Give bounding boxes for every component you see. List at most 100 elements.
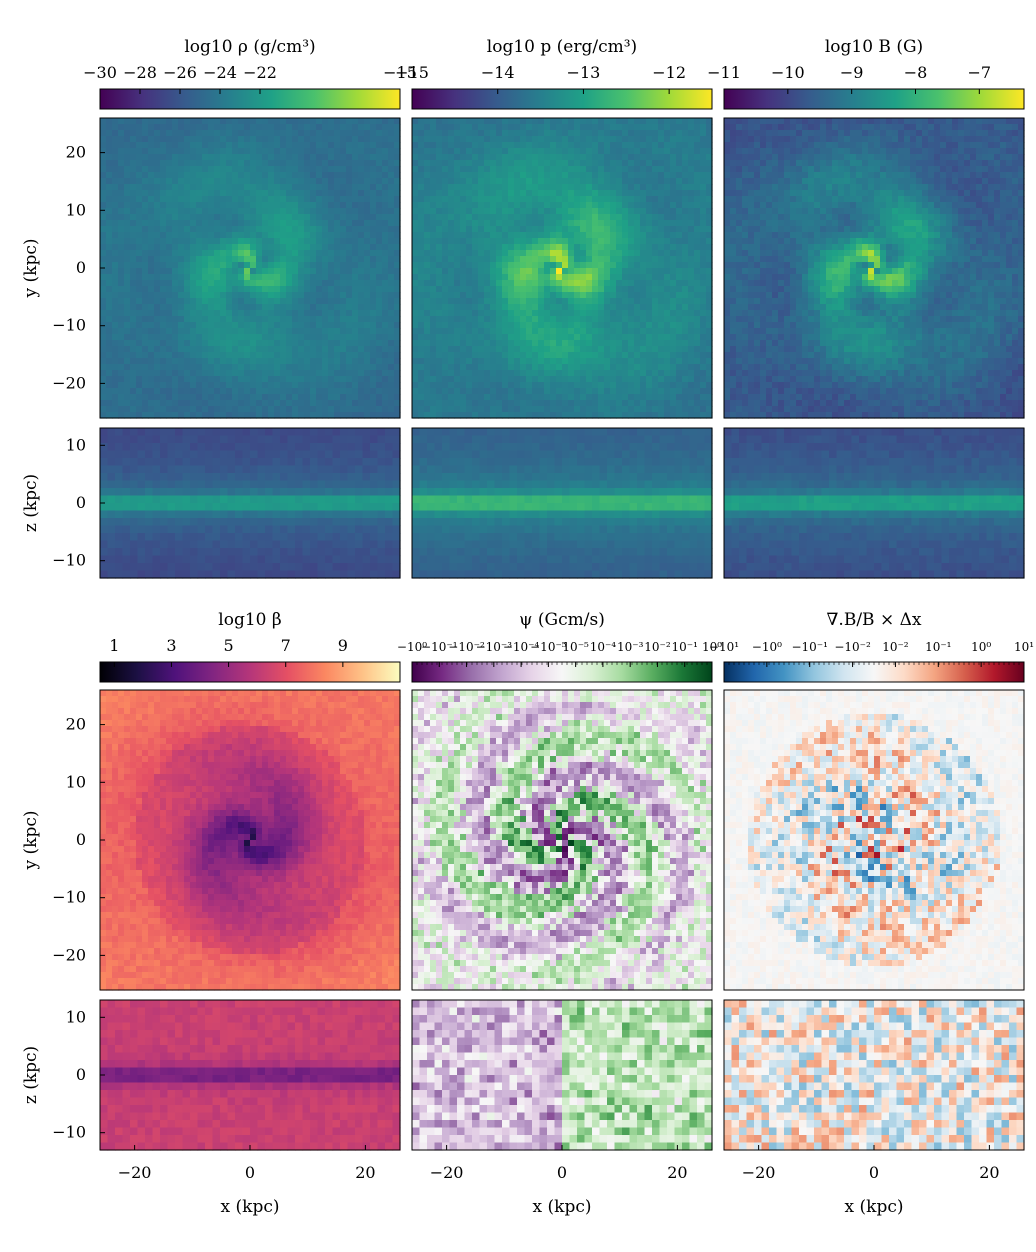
map-cell [292,202,299,209]
map-cell [130,196,137,203]
map-cell [322,412,329,419]
panel-grid: log10 ρ (g/cm³)−30 −28 −26 −24 −22 −1520100−1… [21,37,1034,1217]
map-cell [268,364,275,371]
map-cell [370,346,377,353]
map-cell [544,130,551,137]
map-cell [442,118,449,125]
map-cell [550,208,557,215]
map-cell [340,154,347,161]
map-cell [442,220,449,227]
map-cell [610,226,617,233]
map-cell [316,166,323,173]
map-cell [130,555,139,564]
map-cell [634,262,641,269]
map-cell [592,142,599,149]
map-cell [322,406,329,413]
map-cell [700,214,707,221]
map-cell [118,136,125,143]
map-cell [502,160,509,167]
map-cell [340,268,347,275]
map-cell [298,382,305,389]
map-cell [376,286,383,293]
map-cell [190,244,197,251]
map-cell [250,220,257,227]
map-cell [202,310,209,317]
map-cell [136,268,143,275]
map-cell [124,178,131,185]
map-cell [310,160,317,167]
map-cell [154,118,161,125]
map-cell [640,196,647,203]
map-cell [112,124,119,131]
map-cell [448,142,455,149]
map-cell [610,250,617,257]
map-cell [280,226,287,233]
map-cell [100,208,107,215]
map-cell [175,563,184,572]
map-cell [370,268,377,275]
map-cell [328,304,335,311]
map-cell [310,352,317,359]
map-cell [154,184,161,191]
map-cell [436,160,443,167]
map-cell [604,238,611,245]
map-cell [226,130,233,137]
map-cell [532,202,539,209]
map-cell [382,130,389,137]
map-cell [382,340,389,347]
map-cell [232,310,239,317]
map-cell [340,540,349,549]
map-cell [262,400,269,407]
map-cell [214,334,221,341]
map-cell [262,136,269,143]
map-cell [292,370,299,377]
map-cell [298,220,305,227]
map-cell [332,570,341,579]
map-cell [694,196,701,203]
map-cell [172,370,179,377]
map-cell [166,310,173,317]
map-cell [520,286,527,293]
map-cell [412,124,419,131]
map-cell [136,166,143,173]
map-cell [586,304,593,311]
map-cell [316,244,323,251]
map-cell [160,322,167,329]
map-cell [496,184,503,191]
map-cell [274,292,281,299]
map-cell [436,172,443,179]
map-cell [466,274,473,281]
map-cell [166,364,173,371]
map-cell [466,238,473,245]
map-cell [238,286,245,293]
map-cell [202,394,209,401]
map-cell [622,220,629,227]
map-cell [310,220,317,227]
map-cell [175,488,184,497]
map-cell [362,465,371,474]
map-cell [424,292,431,299]
map-cell [302,510,311,519]
map-cell [688,184,695,191]
map-cell [274,190,281,197]
map-cell [347,540,356,549]
map-cell [148,280,155,287]
map-cell [256,130,263,137]
map-cell [118,334,125,341]
map-cell [202,298,209,305]
map-cell [526,178,533,185]
map-cell [382,358,389,365]
map-cell [676,268,683,275]
map-cell [376,214,383,221]
map-cell [112,370,119,377]
map-cell [130,232,137,239]
map-cell [670,196,677,203]
map-cell [514,136,521,143]
map-cell [262,166,269,173]
map-cell [562,250,569,257]
map-cell [316,250,323,257]
map-cell [430,142,437,149]
map-cell [154,412,161,419]
map-cell [196,280,203,287]
map-cell [376,268,383,275]
